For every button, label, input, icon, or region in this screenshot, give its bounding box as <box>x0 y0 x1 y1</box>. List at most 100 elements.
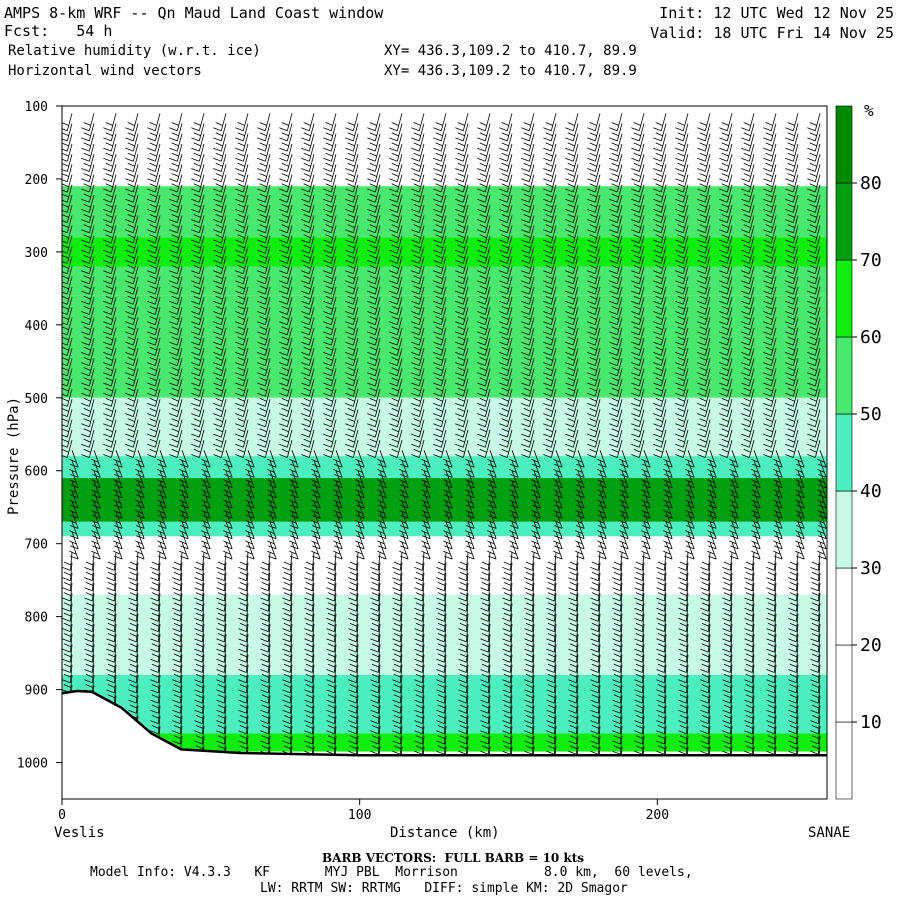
wind-barb <box>568 664 579 684</box>
wind-barb <box>697 133 711 152</box>
wind-barb <box>260 634 271 653</box>
wind-barb <box>612 572 623 592</box>
wind-barb <box>169 429 183 448</box>
wind-barb <box>521 327 535 346</box>
wind-barb <box>103 348 117 366</box>
wind-barb <box>81 286 95 305</box>
wind-barb <box>367 266 381 285</box>
wind-barb <box>216 613 227 632</box>
wind-barb <box>235 419 249 438</box>
wind-barb <box>565 368 579 387</box>
wind-barb <box>678 603 689 622</box>
wind-barb <box>675 317 689 336</box>
wind-barb <box>367 337 381 356</box>
wind-barb <box>653 399 667 417</box>
wind-barb <box>433 327 447 346</box>
wind-barb <box>675 174 689 193</box>
wind-barb <box>656 562 667 581</box>
wind-barb <box>389 225 403 244</box>
wind-barb <box>675 419 689 438</box>
wind-barb <box>301 378 315 397</box>
wind-barb <box>389 154 403 172</box>
wind-barb <box>631 368 645 387</box>
wind-barb <box>84 623 95 643</box>
wind-barb <box>634 664 645 684</box>
wind-barb <box>213 327 227 346</box>
wind-barb <box>147 266 161 285</box>
wind-barb <box>392 695 403 714</box>
wind-barb <box>656 583 667 602</box>
wind-barb <box>103 317 117 336</box>
wind-barb <box>455 388 469 407</box>
wind-barb <box>587 225 601 244</box>
wind-barb <box>282 613 293 632</box>
colorbar-label: 30 <box>860 558 882 579</box>
wind-barb <box>499 133 513 152</box>
wind-barb <box>103 174 117 193</box>
wind-barb <box>590 572 601 592</box>
wind-barb <box>612 593 623 612</box>
wind-barb <box>719 276 733 295</box>
wind-barb <box>499 429 513 448</box>
wind-barb <box>414 654 425 673</box>
wind-barb <box>807 143 821 162</box>
wind-barb <box>543 276 557 295</box>
wind-barb <box>722 715 733 735</box>
wind-barb <box>348 685 359 704</box>
wind-barb <box>543 439 557 458</box>
wind-barb <box>480 583 491 602</box>
wind-barb <box>565 215 579 234</box>
wind-barb <box>543 307 557 326</box>
wind-barb <box>304 572 315 592</box>
wind-barb <box>345 113 359 132</box>
wind-barb <box>587 368 601 387</box>
wind-barb <box>587 205 601 223</box>
wind-barb <box>675 256 689 275</box>
wind-barb <box>304 562 315 581</box>
wind-barb <box>678 593 689 612</box>
wind-barb <box>722 583 733 602</box>
wind-barb <box>810 593 821 612</box>
wind-barb <box>147 225 161 244</box>
wind-barb <box>103 205 117 223</box>
wind-barb <box>763 245 777 264</box>
wind-barb <box>370 685 381 704</box>
wind-barb <box>741 154 755 172</box>
wind-barb <box>260 583 271 602</box>
wind-barb <box>543 266 557 285</box>
wind-barb <box>213 184 227 203</box>
wind-barb <box>480 736 491 755</box>
wind-barb <box>480 613 491 632</box>
wind-barb <box>741 327 755 346</box>
wind-barb <box>389 194 403 213</box>
wind-barb <box>301 154 315 172</box>
wind-barb <box>587 194 601 213</box>
wind-barb <box>590 685 601 704</box>
wind-barb <box>521 358 535 377</box>
wind-barb <box>194 715 205 735</box>
wind-barb <box>631 358 645 377</box>
wind-barb <box>389 348 403 366</box>
wind-barb <box>191 154 205 172</box>
wind-barb <box>191 388 205 407</box>
wind-barb <box>565 225 579 244</box>
wind-barb <box>62 256 73 275</box>
wind-barb <box>392 736 403 755</box>
wind-barb <box>741 337 755 356</box>
wind-barb <box>213 225 227 244</box>
wind-barb <box>587 276 601 295</box>
wind-barb <box>436 685 447 704</box>
wind-barb <box>345 194 359 213</box>
wind-barb <box>719 174 733 193</box>
wind-barb <box>389 409 403 428</box>
wind-barb <box>631 388 645 407</box>
wind-barb <box>543 348 557 366</box>
wind-barb <box>81 245 95 264</box>
wind-barb <box>565 245 579 264</box>
wind-barb <box>499 409 513 428</box>
wind-barb <box>499 184 513 203</box>
wind-barb <box>370 562 381 581</box>
wind-barb <box>367 419 381 438</box>
wind-barb <box>367 245 381 264</box>
